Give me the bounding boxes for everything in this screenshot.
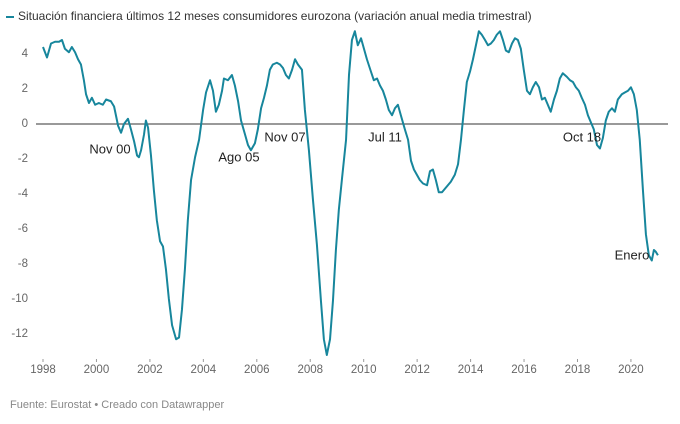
series-line <box>42 30 659 356</box>
y-tick-label: 0 <box>22 118 28 130</box>
annotation: Enero <box>615 247 650 262</box>
x-tick-label: 2014 <box>458 364 484 376</box>
source: Fuente: Eurostat • Creado con Datawrappe… <box>10 399 225 411</box>
y-tick-label: -10 <box>11 293 28 305</box>
annotation: Jul 11 <box>368 129 402 144</box>
y-tick-label: -2 <box>18 153 28 165</box>
x-tick-label: 2012 <box>404 364 430 376</box>
x-tick-label: 2010 <box>351 364 377 376</box>
annotation: Oct 18 <box>563 129 601 144</box>
x-tick-label: 2016 <box>511 364 537 376</box>
annotation: Ago 05 <box>218 149 259 164</box>
x-tick-label: 2002 <box>137 364 163 376</box>
y-tick-label: -12 <box>11 328 28 340</box>
y-tick-label: -8 <box>18 258 28 270</box>
y-tick-label: 4 <box>22 48 29 60</box>
y-tick-label: -6 <box>18 223 28 235</box>
x-tick-label: 2006 <box>244 364 270 376</box>
y-tick-label: 2 <box>22 83 28 95</box>
x-tick-label: 2020 <box>618 364 644 376</box>
x-tick-label: 1998 <box>30 364 56 376</box>
y-tick-label: -4 <box>18 188 29 200</box>
x-tick-label: 2004 <box>191 364 217 376</box>
chart-title: Situación financiera últimos 12 meses co… <box>18 9 532 23</box>
x-tick-label: 2000 <box>84 364 110 376</box>
annotation: Nov 00 <box>89 141 130 156</box>
x-tick-label: 2018 <box>565 364 591 376</box>
annotation: Nov 07 <box>264 129 305 144</box>
x-tick-label: 2008 <box>297 364 323 376</box>
